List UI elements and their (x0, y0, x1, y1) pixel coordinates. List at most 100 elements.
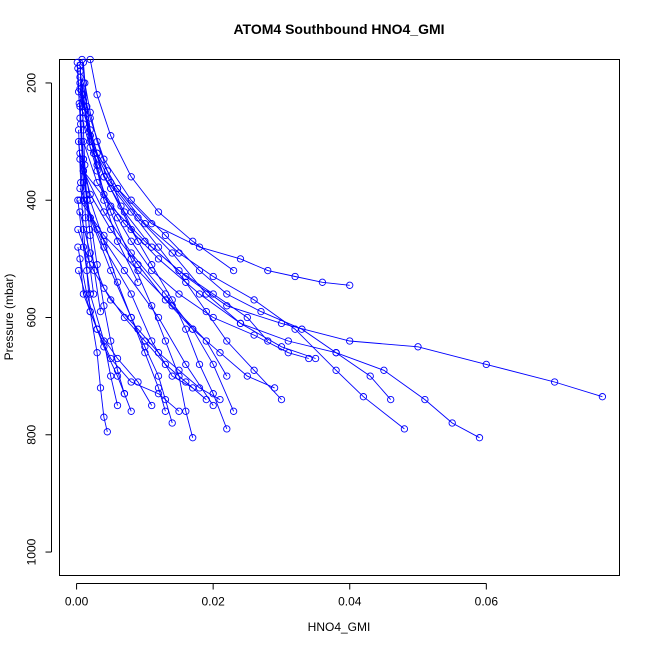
data-point (175, 266, 183, 275)
data-point (400, 425, 409, 433)
data-point (236, 319, 245, 328)
data-point (100, 173, 108, 181)
data-point (79, 178, 88, 187)
data-point (550, 378, 559, 386)
data-point (154, 243, 163, 251)
data-point (366, 372, 374, 380)
series-profile (76, 184, 217, 410)
data-point (291, 272, 299, 281)
data-point (202, 337, 210, 345)
series-profile (76, 114, 135, 415)
data-point (74, 196, 82, 204)
data-point (154, 349, 163, 357)
data-point (209, 401, 217, 410)
data-point (346, 281, 354, 289)
data-point (127, 378, 135, 386)
data-point (448, 419, 456, 427)
data-point (134, 325, 142, 333)
data-point (421, 395, 429, 404)
data-point (85, 255, 93, 263)
data-point (86, 108, 94, 116)
data-point (175, 249, 183, 257)
x-axis: 0.00 0.02 0.04 0.06 (65, 583, 498, 609)
data-point (127, 290, 135, 298)
data-point (86, 143, 94, 152)
data-point (189, 237, 197, 245)
data-point (113, 401, 122, 410)
data-point (223, 290, 231, 298)
data-point (100, 413, 108, 421)
data-point (86, 55, 94, 64)
data-point (202, 395, 210, 404)
data-point (100, 231, 108, 240)
data-point (76, 73, 84, 81)
data-point (250, 296, 258, 304)
data-point (154, 384, 163, 392)
series-line (79, 153, 275, 389)
data-point (148, 261, 156, 269)
data-point (154, 255, 163, 263)
x-tick-label: 0.04 (338, 595, 362, 609)
data-point (100, 284, 108, 292)
data-point (195, 360, 204, 369)
data-point (96, 384, 105, 392)
data-point (482, 360, 490, 369)
data-point (175, 366, 183, 374)
data-point (154, 372, 163, 380)
data-point (78, 55, 86, 64)
data-point (81, 79, 89, 87)
data-point (113, 237, 122, 245)
series-line (79, 71, 309, 359)
series-line (77, 229, 221, 400)
data-point (148, 401, 156, 410)
data-point (202, 307, 210, 316)
data-point (100, 243, 108, 251)
data-point (598, 393, 607, 401)
data-point (311, 354, 320, 363)
data-point (86, 114, 94, 122)
data-point (74, 88, 83, 96)
data-point (277, 395, 286, 404)
data-point (86, 307, 94, 316)
data-point (250, 366, 258, 374)
data-point (154, 208, 163, 216)
series-line (79, 199, 228, 377)
series-profile (76, 196, 231, 380)
data-point (86, 190, 94, 199)
data-point (90, 266, 98, 275)
x-axis-label: HNO4_GMI (308, 620, 371, 634)
y-tick-label: 200 (25, 73, 39, 93)
series-line (79, 76, 392, 400)
series-line (82, 62, 139, 283)
data-point (223, 337, 231, 345)
data-point (117, 202, 125, 210)
series-line (82, 82, 603, 398)
data-point (223, 372, 231, 380)
data-point (380, 366, 388, 374)
series-line (83, 170, 269, 342)
data-point (83, 266, 91, 275)
data-point (100, 196, 108, 204)
y-tick-label: 1000 (25, 538, 39, 565)
series-profile (86, 55, 238, 275)
data-point (161, 231, 170, 240)
data-point (161, 407, 170, 415)
data-point (82, 190, 90, 199)
data-point (100, 237, 108, 245)
data-point (182, 325, 190, 333)
data-point (127, 249, 135, 257)
series-line (89, 59, 234, 271)
data-point (414, 343, 422, 351)
series-line (77, 200, 118, 406)
data-point (257, 307, 265, 316)
series-profile (76, 73, 395, 404)
data-point (93, 137, 101, 146)
series-profile (79, 167, 272, 345)
data-point (209, 290, 217, 298)
data-point (74, 243, 82, 251)
data-point (120, 266, 129, 275)
plot-frame (59, 59, 620, 576)
data-point (243, 372, 251, 380)
data-point (141, 220, 149, 228)
